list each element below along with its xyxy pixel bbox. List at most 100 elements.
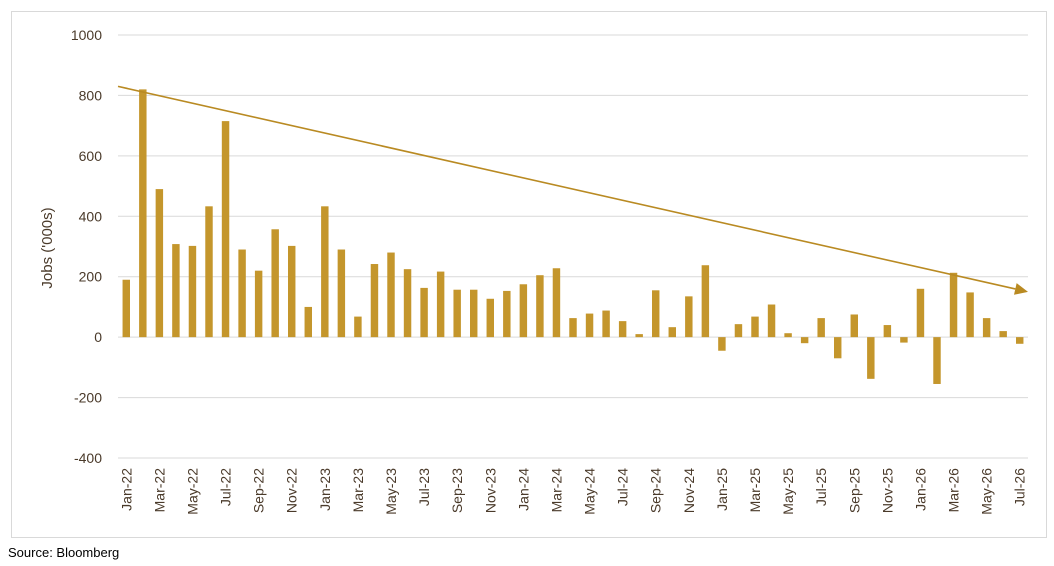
trend-line: [117, 85, 1016, 290]
y-tick-labels: -400 -200 0 200 400 600 800 1000: [71, 27, 102, 466]
x-tick-label: Sep-24: [648, 468, 664, 513]
x-tick-label: Mar-25: [747, 468, 763, 513]
bar-Jan-23: [321, 206, 329, 338]
bar-Aug-24: [635, 334, 643, 338]
bar-Jan-22: [122, 279, 130, 338]
bar-May-23: [387, 252, 395, 338]
y-tick-label: 0: [94, 329, 102, 345]
y-tick-label: -400: [74, 450, 102, 466]
trend-arrowhead: [1013, 283, 1028, 295]
bar-Mar-24: [552, 268, 561, 338]
bar-Jul-26: [1016, 337, 1024, 344]
y-axis-label: Jobs ('000s): [39, 207, 56, 288]
jobs-bar-chart: -400 -200 0 200 400 600 800 1000 Jan-22 Mar-22 Ma…: [39, 27, 1028, 515]
bar-Jul-24: [618, 321, 627, 338]
x-tick-label: Jan-25: [714, 468, 730, 511]
x-tick-label: May-23: [383, 468, 399, 515]
bar-Jul-22: [221, 121, 230, 338]
bar-Nov-25: [883, 325, 892, 338]
bar-Nov-22: [288, 245, 296, 338]
bar-Oct-22: [271, 229, 279, 338]
bar-May-26: [982, 318, 991, 338]
bar-Apr-25: [767, 304, 776, 338]
bar-Apr-26: [966, 292, 974, 338]
bar-Jan-24: [519, 284, 528, 338]
bar-Jun-25: [800, 337, 809, 344]
bar-Mar-22: [155, 189, 164, 338]
x-tick-label: Nov-25: [879, 468, 895, 513]
bar-Jun-26: [999, 331, 1007, 338]
bar-May-22: [188, 245, 197, 338]
x-tick-label: Nov-22: [284, 468, 300, 513]
x-tick-labels: Jan-22 Mar-22 May-22 Jul-22 Sep-22 Nov-22 Jan-…: [118, 468, 1027, 515]
x-tick-label: May-26: [979, 468, 995, 515]
bar-Oct-23: [470, 289, 478, 338]
bar-Oct-24: [668, 327, 676, 338]
bar-Sep-25: [850, 314, 858, 338]
bar-Nov-24: [685, 296, 693, 338]
bar-Jan-26: [916, 288, 925, 338]
bar-Dec-25: [900, 337, 908, 343]
bars: [122, 89, 1024, 384]
bar-Aug-22: [238, 249, 246, 338]
bar-Jun-24: [602, 310, 610, 338]
x-tick-label: Sep-25: [846, 468, 862, 513]
bar-Jan-25: [718, 337, 726, 351]
x-tick-label: Mar-22: [151, 468, 167, 513]
y-tick-label: 200: [79, 269, 103, 285]
x-tick-label: Jan-24: [515, 468, 531, 511]
x-tick-label: May-22: [184, 468, 200, 515]
x-tick-label: Jul-23: [416, 468, 432, 506]
x-tick-label: Jan-26: [912, 468, 928, 511]
bar-Dec-23: [503, 290, 511, 338]
bar-Oct-25: [867, 337, 875, 379]
gridlines: [118, 34, 1028, 459]
x-tick-label: Mar-23: [350, 468, 366, 513]
bar-May-25: [784, 333, 792, 338]
bar-Apr-24: [569, 318, 577, 338]
x-tick-label: Nov-24: [681, 468, 697, 513]
bar-May-24: [585, 313, 594, 338]
bar-Feb-26: [933, 337, 941, 384]
y-tick-label: 1000: [71, 27, 102, 43]
chart-frame: [11, 11, 1047, 538]
bar-Feb-23: [337, 249, 346, 338]
bar-Sep-23: [453, 289, 461, 338]
x-tick-label: May-24: [582, 468, 598, 515]
bar-Sep-24: [652, 290, 660, 338]
x-tick-label: Mar-26: [946, 468, 962, 513]
bar-Apr-23: [370, 264, 379, 338]
x-tick-label: Sep-22: [251, 468, 267, 513]
bar-Dec-24: [701, 265, 710, 338]
x-tick-label: Jul-26: [1012, 468, 1028, 506]
source-note: Source: Bloomberg: [8, 545, 120, 560]
x-tick-label: Jul-24: [615, 468, 631, 506]
bar-Aug-23: [436, 271, 445, 338]
bar-Nov-23: [486, 298, 494, 338]
bar-Jun-22: [205, 206, 213, 338]
bar-Mar-23: [354, 316, 362, 338]
bar-Jun-23: [403, 269, 412, 338]
x-tick-label: Nov-23: [482, 468, 498, 513]
bar-Mar-26: [949, 272, 958, 338]
x-tick-label: Jan-22: [118, 468, 134, 511]
bar-Feb-25: [734, 324, 743, 338]
x-tick-label: Jul-22: [218, 468, 234, 506]
x-tick-label: Jul-25: [813, 468, 829, 506]
trend-arrow: [117, 85, 1028, 295]
bar-Jul-23: [420, 287, 428, 338]
y-tick-label: -200: [74, 390, 102, 406]
bar-Dec-22: [304, 306, 312, 338]
bar-Jul-25: [817, 318, 825, 338]
y-tick-label: 400: [79, 208, 103, 224]
bar-Apr-22: [172, 244, 180, 338]
bar-Aug-25: [834, 337, 842, 359]
bar-Feb-22: [139, 89, 147, 338]
x-tick-label: Mar-24: [548, 468, 564, 513]
bar-Sep-22: [254, 270, 263, 338]
bar-Mar-25: [751, 316, 759, 338]
x-tick-label: May-25: [780, 468, 796, 515]
y-tick-label: 800: [79, 87, 103, 103]
bar-Feb-24: [536, 275, 544, 338]
y-tick-label: 600: [79, 148, 103, 164]
